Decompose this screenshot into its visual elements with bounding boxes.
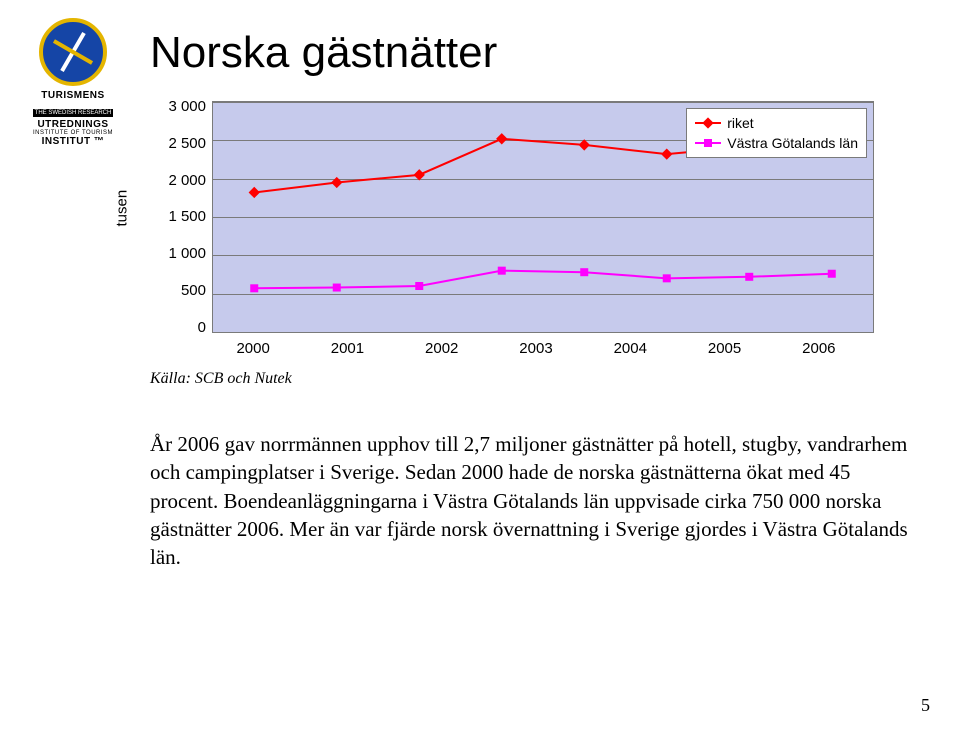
y-axis-ticks: 3 000 2 500 2 000 1 500 1 000 500 0 [150, 98, 212, 336]
logo-text-5: INSTITUT ™ [18, 136, 128, 147]
y-tick: 500 [181, 282, 206, 299]
x-tick: 2004 [583, 340, 677, 357]
compass-icon [39, 18, 107, 86]
page-number: 5 [921, 695, 930, 716]
y-tick: 2 000 [168, 172, 206, 189]
body-paragraph: År 2006 gav norrmännen upphov till 2,7 m… [150, 430, 910, 572]
x-tick: 2001 [300, 340, 394, 357]
chart: tusen 3 0002 5002 0001 5001 0005000 rike… [150, 98, 890, 357]
y-tick: 3 000 [168, 98, 206, 115]
source-label: Källa: SCB och Nutek [150, 370, 292, 388]
x-tick: 2002 [395, 340, 489, 357]
legend: riketVästra Götalands län [686, 108, 867, 158]
plot-area: riketVästra Götalands län [212, 101, 874, 333]
logo-text-2: THE SWEDISH RESEARCH [33, 109, 114, 117]
y-tick: 1 000 [168, 245, 206, 262]
y-axis-label: tusen [114, 190, 131, 227]
y-tick: 0 [198, 319, 206, 336]
y-tick: 2 500 [168, 135, 206, 152]
x-tick: 2000 [206, 340, 300, 357]
x-tick: 2005 [677, 340, 771, 357]
page-title: Norska gästnätter [150, 28, 497, 78]
x-tick: 2006 [772, 340, 866, 357]
x-tick: 2003 [489, 340, 583, 357]
legend-item: riket [695, 113, 858, 133]
logo: TURISMENS THE SWEDISH RESEARCH UTREDNING… [18, 18, 128, 147]
x-axis-ticks: 2000200120022003200420052006 [206, 336, 866, 357]
logo-text-3: UTREDNINGS [18, 119, 128, 130]
legend-item: Västra Götalands län [695, 133, 858, 153]
y-tick: 1 500 [168, 208, 206, 225]
logo-text-1: TURISMENS [18, 90, 128, 101]
